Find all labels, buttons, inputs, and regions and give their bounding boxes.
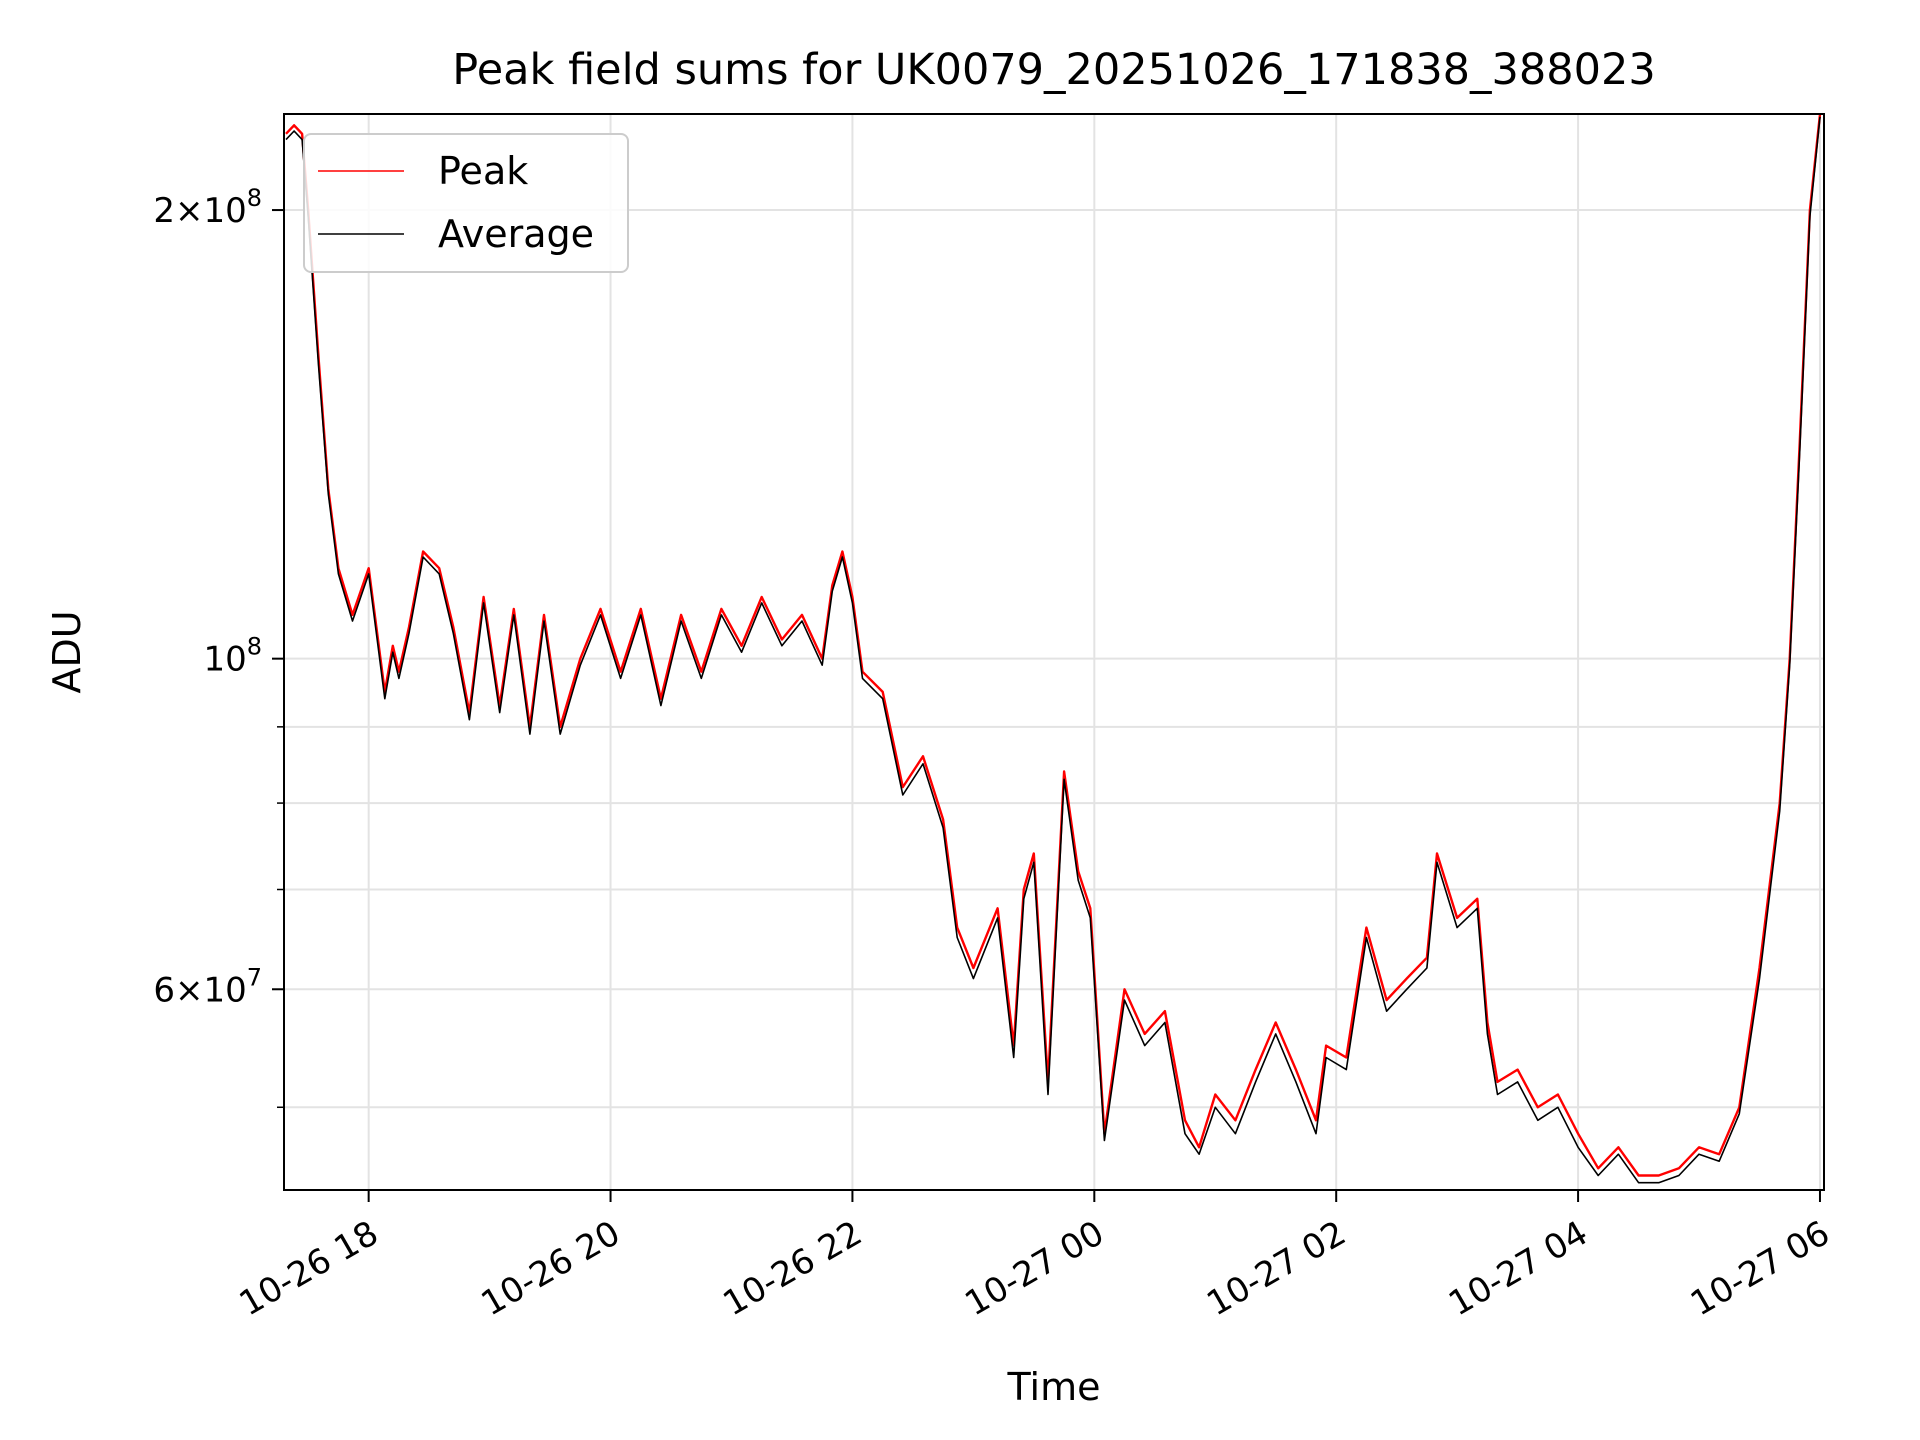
- legend-box: [303, 133, 629, 273]
- legend-average-label: Average: [438, 212, 594, 256]
- y-tick-label: 6×107: [153, 963, 262, 1010]
- series-line-average: [285, 116, 1821, 1184]
- chart-title: Peak field sums for UK0079_20251026_1718…: [452, 45, 1655, 95]
- grid: [284, 114, 1824, 1190]
- legend: Peak Average: [303, 133, 629, 273]
- y-axis-ticks: 6×107 108 2×108: [153, 184, 284, 1109]
- y-tick-label: 2×108: [153, 184, 262, 231]
- y-tick-label: 108: [203, 633, 262, 680]
- legend-peak-label: Peak: [438, 149, 528, 193]
- x-axis-label: Time: [1007, 1365, 1101, 1409]
- series-layer: [285, 113, 1822, 1184]
- plot-frame: [283, 113, 1825, 1191]
- y-axis-label: ADU: [45, 610, 89, 693]
